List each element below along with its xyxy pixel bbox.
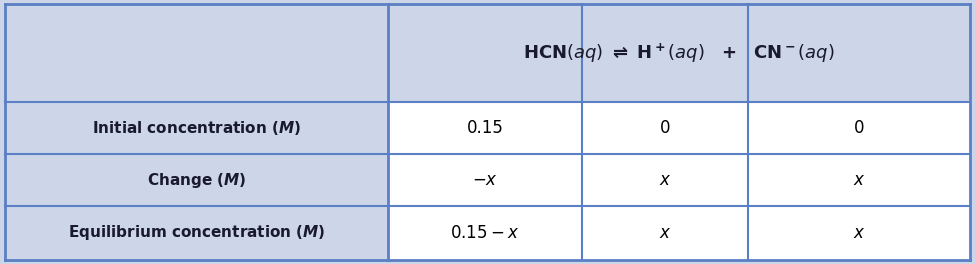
Text: $\bf{Equilibrium\ concentration\ (}$$\bfit{M}$$\bf{)}$: $\bf{Equilibrium\ concentration\ (}$$\bf… [67,224,326,243]
Text: $-x$: $-x$ [472,171,498,189]
Text: $x$: $x$ [853,171,865,189]
Text: $0.15 - x$: $0.15 - x$ [450,224,520,242]
Text: $\bf{Initial\ concentration\ (}$$\bfit{M}$$\bf{)}$: $\bf{Initial\ concentration\ (}$$\bfit{M… [92,119,301,137]
Text: $x$: $x$ [659,224,671,242]
Bar [388,206,970,260]
Text: $x$: $x$ [853,224,865,242]
Text: 0.15: 0.15 [467,119,503,137]
Text: $\bf{Change\ (}$$\bfit{M}$$\bf{)}$: $\bf{Change\ (}$$\bfit{M}$$\bf{)}$ [147,171,246,190]
Text: 0: 0 [660,119,670,137]
Text: 0: 0 [854,119,864,137]
Bar [388,154,970,206]
Text: $\mathbf{HCN}$($\it{aq}$) $\mathbf{\rightleftharpoons}$ $\mathbf{H^+}$($\it{aq}$: $\mathbf{HCN}$($\it{aq}$) $\mathbf{\righ… [523,41,835,65]
Bar [388,102,970,154]
Text: $x$: $x$ [659,171,671,189]
